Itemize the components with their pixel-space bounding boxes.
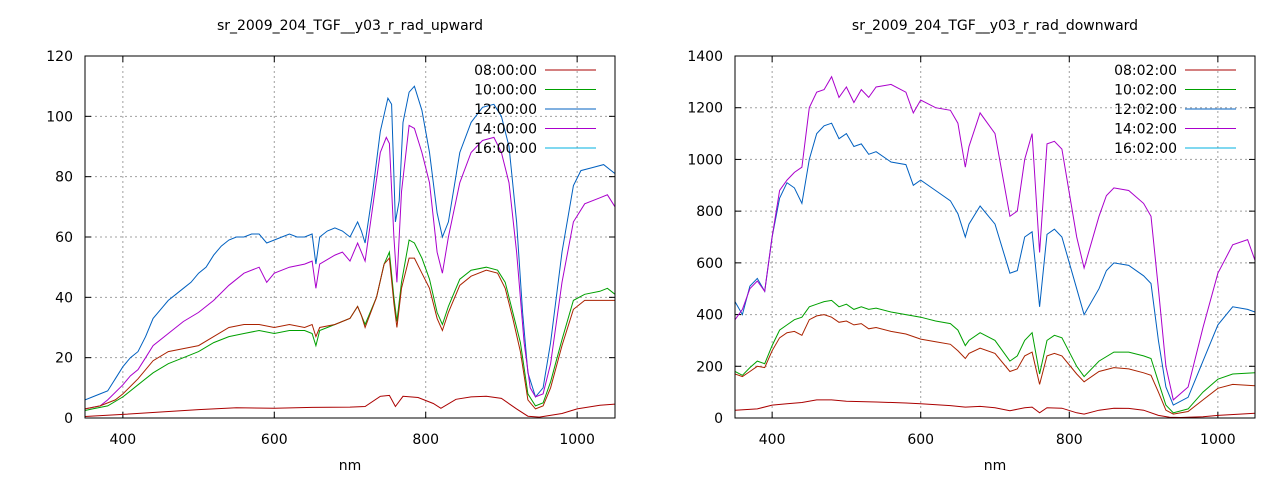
chart0-legend-label-2: 12:00:00 (474, 102, 537, 118)
chart1-xtick-label-1: 600 (907, 432, 934, 448)
chart1-ytick-label-0: 0 (714, 411, 723, 427)
chart0-ytick-label-0: 0 (64, 411, 73, 427)
chart1-ytick-label-2: 400 (696, 308, 723, 324)
chart0-legend-label-1: 10:00:00 (474, 83, 537, 99)
chart0-ytick-label-5: 100 (46, 109, 73, 125)
chart0-xtick-label-0: 400 (109, 432, 136, 448)
chart0-legend-label-0: 08:00:00 (474, 63, 537, 79)
chart0-series-line-5 (85, 256, 615, 410)
chart0-legend-label-4: 16:00:00 (474, 141, 537, 157)
chart1-series-line-0 (735, 399, 1255, 418)
chart1-title: sr_2009_204_TGF__y03_r_rad_downward (852, 18, 1138, 34)
chart0-ytick-label-3: 60 (55, 230, 73, 246)
chart-upward: sr_2009_204_TGF__y03_r_rad_upward 400 600 8… (46, 18, 616, 474)
chart-downward-svg: sr_2009_204_TGF__y03_r_rad_downward 400 60… (687, 18, 1256, 474)
chart1-xtick-label-0: 400 (759, 432, 786, 448)
chart0-plot-frame (84, 55, 616, 419)
chart1-series-line-5 (735, 314, 1255, 415)
chart0-series-line-2 (85, 85, 615, 401)
chart-downward: sr_2009_204_TGF__y03_r_rad_downward 400 60… (640, 0, 1280, 480)
chart1-ytick-label-1: 200 (696, 359, 723, 375)
chart1-legend-label-4: 16:02:00 (1114, 141, 1177, 157)
chart0-xtick-label-3: 1000 (559, 432, 595, 448)
chart1-xtick-label-2: 800 (1056, 432, 1083, 448)
chart1-legend-label-3: 14:02:00 (1114, 122, 1177, 138)
chart1-ytick-label-4: 800 (696, 204, 723, 220)
chart0-title: sr_2009_204_TGF__y03_r_rad_upward (217, 18, 483, 34)
chart0-ytick-label-1: 20 (55, 351, 73, 367)
chart0-ytick-label-4: 80 (55, 170, 73, 186)
chart1-ytick-label-7: 1400 (687, 49, 723, 65)
chart1-ytick-label-3: 600 (696, 256, 723, 272)
chart1-series-line-3 (735, 75, 1255, 401)
chart0-xtick-label-2: 800 (412, 432, 439, 448)
chart0-series-line-1 (85, 239, 615, 411)
chart0-xtick-label-1: 600 (261, 432, 288, 448)
chart1-ytick-label-5: 1000 (687, 152, 723, 168)
chart0-series-line-0 (85, 394, 615, 418)
chart1-legend-label-1: 10:02:00 (1114, 83, 1177, 99)
chart0-legend-label-3: 14:00:00 (474, 122, 537, 138)
chart1-xtick-label-3: 1000 (1200, 432, 1236, 448)
chart1-legend-label-0: 08:02:00 (1114, 63, 1177, 79)
chart0-ytick-label-6: 120 (46, 49, 73, 65)
chart1-plot-frame (734, 55, 1256, 419)
chart1-legend-label-2: 12:02:00 (1114, 102, 1177, 118)
chart1-series-line-1 (735, 299, 1255, 414)
chart0-ytick-label-2: 40 (55, 290, 73, 306)
chart1-series-line-2 (735, 122, 1255, 406)
chart1-ytick-label-6: 1200 (687, 101, 723, 117)
chart1-xlabel: nm (984, 458, 1007, 474)
chart0-series-line-3 (85, 124, 615, 410)
chart0-xlabel: nm (339, 458, 362, 474)
